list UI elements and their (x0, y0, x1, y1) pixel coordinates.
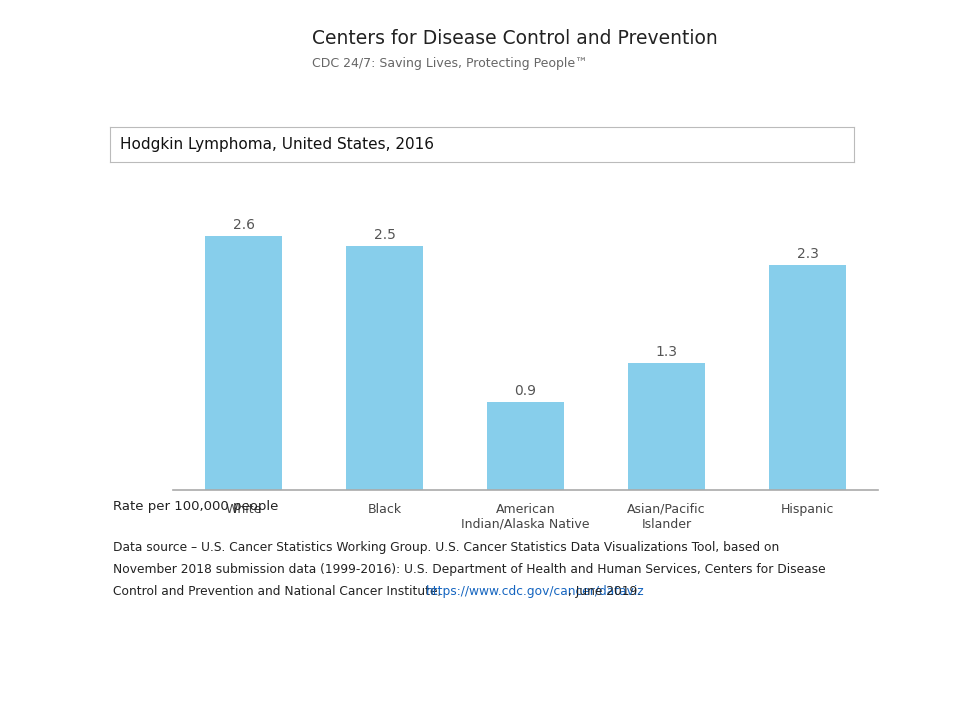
Text: November 2018 submission data (1999-2016): U.S. Department of Health and Human S: November 2018 submission data (1999-2016… (113, 563, 826, 576)
Text: https://www.cdc.gov/cancer/dataviz: https://www.cdc.gov/cancer/dataviz (426, 585, 645, 598)
Text: Hodgkin Lymphoma, United States, 2016: Hodgkin Lymphoma, United States, 2016 (120, 138, 434, 152)
Bar (769, 265, 847, 490)
Bar (487, 402, 564, 490)
Text: 2.5: 2.5 (373, 228, 396, 242)
Text: 0.9: 0.9 (515, 384, 537, 398)
Text: Data source – U.S. Cancer Statistics Working Group. U.S. Cancer Statistics Data : Data source – U.S. Cancer Statistics Wor… (113, 541, 780, 554)
Text: 2.3: 2.3 (797, 248, 819, 261)
Bar (204, 236, 282, 490)
Bar (346, 246, 423, 490)
Text: 1.3: 1.3 (656, 345, 678, 359)
Text: Control and Prevention and National Cancer Institute;: Control and Prevention and National Canc… (113, 585, 445, 598)
Text: Centers for Disease Control and Prevention: Centers for Disease Control and Preventi… (312, 29, 718, 48)
Text: |||||||: ||||||| (273, 60, 286, 66)
Text: CDC 24/7: Saving Lives, Protecting People™: CDC 24/7: Saving Lives, Protecting Peopl… (312, 57, 588, 70)
Text: , June 2019.: , June 2019. (568, 585, 641, 598)
Text: 2.6: 2.6 (232, 218, 254, 232)
Text: Rate per 100,000 people: Rate per 100,000 people (113, 500, 278, 513)
Text: Rate of New Cancers by Race/Ethnicity, Both Sexes: Rate of New Cancers by Race/Ethnicity, B… (120, 98, 582, 112)
Text: CDC: CDC (257, 34, 301, 53)
Bar (628, 363, 706, 490)
